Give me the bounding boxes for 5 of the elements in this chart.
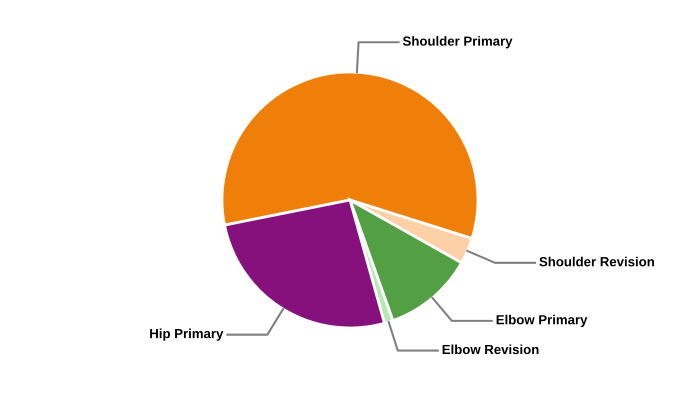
slice-label: Shoulder Revision bbox=[539, 256, 654, 266]
slice-label: Shoulder Primary bbox=[402, 36, 512, 48]
slice-label: Elbow Revision bbox=[442, 344, 538, 354]
slice-label: Hip Primary bbox=[150, 328, 224, 341]
slice-label: Elbow Primary bbox=[496, 314, 588, 328]
